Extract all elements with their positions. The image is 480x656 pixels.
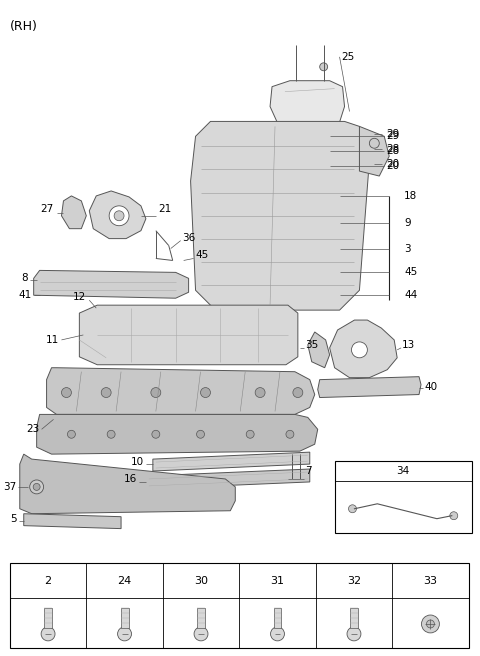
Text: 25: 25: [342, 52, 355, 62]
Circle shape: [61, 388, 72, 398]
Text: 20: 20: [386, 159, 399, 169]
Circle shape: [450, 512, 458, 520]
Text: 12: 12: [73, 292, 86, 302]
Text: 27: 27: [40, 204, 54, 214]
Text: 23: 23: [26, 424, 40, 434]
Text: 31: 31: [271, 576, 285, 586]
Polygon shape: [330, 320, 397, 378]
Text: 32: 32: [347, 576, 361, 586]
Circle shape: [421, 615, 439, 633]
Polygon shape: [44, 608, 52, 628]
Text: 5: 5: [10, 514, 17, 523]
Bar: [10, 564, 468, 648]
Polygon shape: [79, 305, 298, 365]
Text: 29: 29: [386, 131, 399, 141]
Circle shape: [152, 430, 160, 438]
Polygon shape: [191, 121, 370, 310]
Circle shape: [370, 138, 379, 148]
Circle shape: [194, 627, 208, 641]
Text: 9: 9: [404, 218, 411, 228]
Text: 44: 44: [404, 290, 418, 300]
Text: 36: 36: [183, 233, 196, 243]
Text: 34: 34: [396, 466, 410, 476]
Circle shape: [118, 627, 132, 641]
Text: 21: 21: [158, 204, 171, 214]
Text: 8: 8: [21, 274, 28, 283]
Text: (RH): (RH): [10, 20, 38, 33]
Polygon shape: [274, 608, 281, 628]
Polygon shape: [120, 608, 129, 628]
Circle shape: [196, 430, 204, 438]
Text: 24: 24: [118, 576, 132, 586]
Polygon shape: [153, 452, 310, 471]
Circle shape: [107, 430, 115, 438]
Polygon shape: [36, 415, 318, 454]
Polygon shape: [146, 469, 310, 489]
Circle shape: [114, 211, 124, 220]
Polygon shape: [270, 81, 345, 136]
Text: 18: 18: [404, 191, 418, 201]
Text: 35: 35: [305, 340, 318, 350]
Polygon shape: [197, 608, 205, 628]
Circle shape: [426, 620, 434, 628]
Polygon shape: [308, 332, 330, 368]
Text: 37: 37: [3, 482, 17, 492]
Polygon shape: [360, 127, 389, 176]
Text: 13: 13: [402, 340, 415, 350]
Circle shape: [67, 430, 75, 438]
Text: 28: 28: [386, 146, 399, 156]
Text: 29: 29: [386, 129, 399, 139]
Circle shape: [41, 627, 55, 641]
Circle shape: [101, 388, 111, 398]
Text: 7: 7: [305, 466, 312, 476]
Text: 28: 28: [386, 144, 399, 154]
Polygon shape: [20, 454, 235, 514]
Circle shape: [286, 430, 294, 438]
Circle shape: [348, 504, 357, 513]
Text: 45: 45: [404, 268, 418, 277]
Text: 16: 16: [124, 474, 137, 484]
Polygon shape: [34, 270, 189, 298]
Circle shape: [320, 63, 328, 71]
Circle shape: [201, 388, 210, 398]
Circle shape: [351, 342, 367, 358]
Text: 2: 2: [45, 576, 52, 586]
Polygon shape: [350, 608, 358, 628]
Text: 40: 40: [424, 382, 437, 392]
Text: 3: 3: [404, 243, 411, 254]
Text: 11: 11: [46, 335, 60, 345]
Text: 20: 20: [386, 161, 399, 171]
Text: 41: 41: [18, 290, 32, 300]
Circle shape: [293, 388, 303, 398]
Polygon shape: [318, 377, 421, 398]
Circle shape: [246, 430, 254, 438]
Text: 10: 10: [131, 457, 144, 467]
Circle shape: [347, 627, 361, 641]
Text: 45: 45: [195, 251, 209, 260]
Polygon shape: [89, 191, 146, 239]
Polygon shape: [47, 368, 315, 415]
Text: 30: 30: [194, 576, 208, 586]
Text: 33: 33: [423, 576, 437, 586]
Circle shape: [109, 206, 129, 226]
Polygon shape: [61, 196, 86, 229]
Bar: [335, 461, 472, 533]
Circle shape: [33, 483, 40, 491]
Circle shape: [151, 388, 161, 398]
Polygon shape: [24, 514, 121, 529]
Circle shape: [255, 388, 265, 398]
Circle shape: [30, 480, 44, 494]
Circle shape: [271, 627, 285, 641]
